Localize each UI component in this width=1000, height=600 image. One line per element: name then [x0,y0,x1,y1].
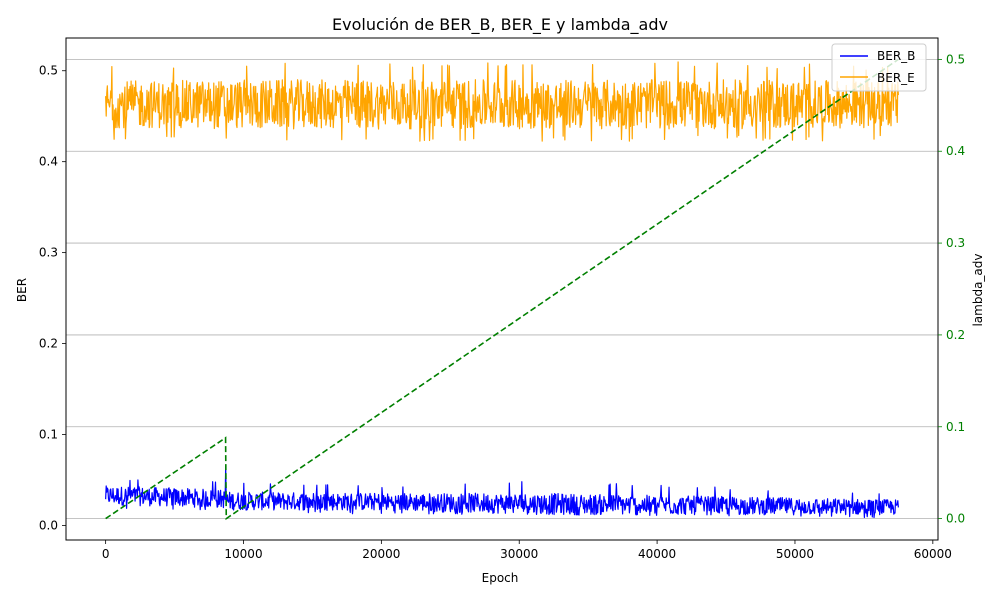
y-tick-label-3: 0.3 [39,246,58,260]
chart-title: Evolución de BER_B, BER_E y lambda_adv [332,15,668,35]
y-right-tick-label-4: 0.4 [946,144,965,158]
legend-label-ber-b: BER_B [877,49,915,63]
y-right-tick-label-5: 0.5 [946,52,965,66]
y-axis-ticks: 0.0 0.1 0.2 0.3 0.4 0.5 [39,64,66,532]
y-tick-label-5: 0.5 [39,64,58,78]
x-axis-ticks: 0 10000 20000 30000 40000 50000 60000 [102,540,952,561]
series-line-ber-e [105,61,899,142]
x-tick-label-5: 50000 [776,547,814,561]
legend-label-ber-e: BER_E [877,71,915,85]
y-tick-label-0: 0.0 [39,518,58,532]
x-axis-label: Epoch [482,571,519,585]
x-tick-label-0: 0 [102,547,110,561]
series-layer [105,58,899,521]
y-right-tick-label-2: 0.2 [946,328,965,342]
y-axis-right-label: lambda_adv [971,253,985,326]
series-line-lambda-adv [105,58,899,521]
x-tick-label-1: 10000 [224,547,262,561]
y-tick-label-4: 0.4 [39,155,58,169]
y-right-tick-label-3: 0.3 [946,236,965,250]
series-line-ber-b [105,465,899,519]
y-axis-label: BER [15,278,29,302]
x-tick-label-4: 40000 [638,547,676,561]
x-tick-label-6: 60000 [914,547,952,561]
y-right-tick-label-1: 0.1 [946,420,965,434]
x-tick-label-2: 20000 [362,547,400,561]
plot-frame [65,37,939,541]
grid-layer [66,58,938,520]
legend: BER_B BER_E [831,43,927,92]
y-tick-label-1: 0.1 [39,428,58,442]
x-tick-label-3: 30000 [500,547,538,561]
y-tick-label-2: 0.2 [39,337,58,351]
y-axis-right-ticks: 0.0 0.1 0.2 0.3 0.4 0.5 [938,52,965,526]
y-right-tick-label-0: 0.0 [946,512,965,526]
